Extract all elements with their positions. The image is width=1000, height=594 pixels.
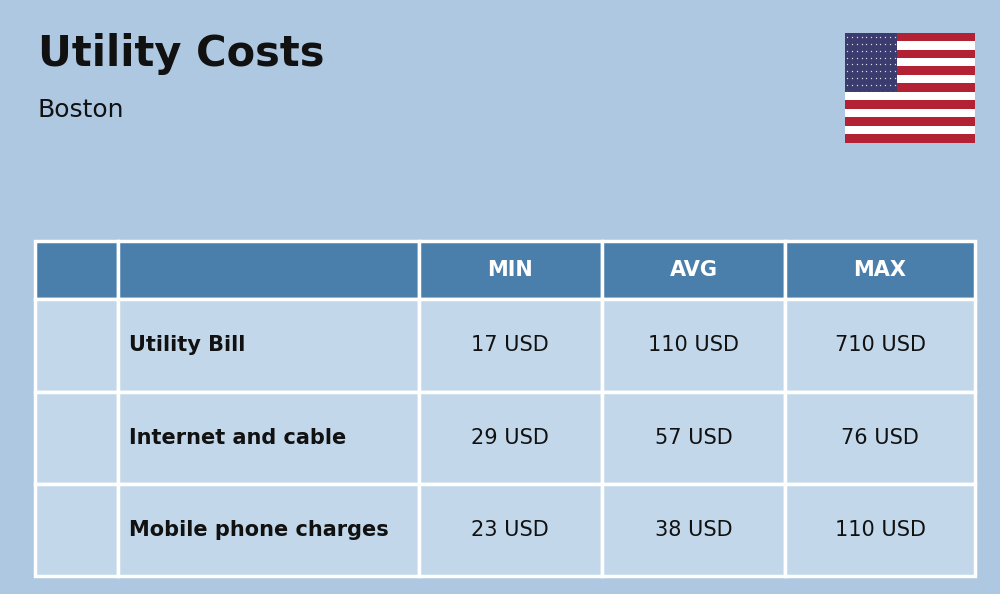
Text: MIN: MIN [487,260,533,280]
Bar [845,49,975,58]
Bar [62,520,91,542]
Bar [845,100,975,109]
Bar [845,33,975,41]
Text: 110 USD: 110 USD [835,520,926,540]
Text: Utility Costs: Utility Costs [38,33,324,75]
Bar [845,33,897,92]
Polygon shape [56,336,60,340]
Text: 110 USD: 110 USD [648,336,739,355]
Circle shape [79,333,106,345]
Circle shape [87,336,98,342]
Circle shape [86,351,99,356]
Text: Internet and cable: Internet and cable [129,428,346,448]
Bar [845,92,975,100]
Bar [70,530,76,535]
Polygon shape [87,353,98,359]
Polygon shape [63,336,68,340]
Bar [845,83,975,92]
Bar [70,525,76,529]
Text: 76 USD: 76 USD [841,428,919,448]
Text: AVG: AVG [669,260,717,280]
Text: 23 USD: 23 USD [471,520,549,540]
Text: Utility Bill: Utility Bill [129,336,245,355]
Text: Mobile phone charges: Mobile phone charges [129,520,389,540]
Bar [845,109,975,117]
Bar [845,41,975,49]
Bar [77,525,83,529]
Circle shape [74,440,79,441]
Bar [84,530,90,535]
Bar [845,67,975,75]
Text: Boston: Boston [38,98,124,122]
Polygon shape [47,442,106,451]
Polygon shape [51,340,73,355]
Bar [63,530,69,535]
Bar [77,530,83,535]
Bar [63,525,69,529]
Bar [845,134,975,143]
Bar [845,75,975,83]
Circle shape [73,542,79,545]
Bar [845,117,975,126]
Text: 57 USD: 57 USD [655,428,732,448]
Bar [845,126,975,134]
Text: 29 USD: 29 USD [471,428,549,448]
Text: 38 USD: 38 USD [655,520,732,540]
Text: 17 USD: 17 USD [471,336,549,355]
FancyBboxPatch shape [54,514,98,546]
Bar [845,58,975,67]
Text: MAX: MAX [854,260,907,280]
Text: 710 USD: 710 USD [835,336,926,355]
Bar [84,525,90,529]
